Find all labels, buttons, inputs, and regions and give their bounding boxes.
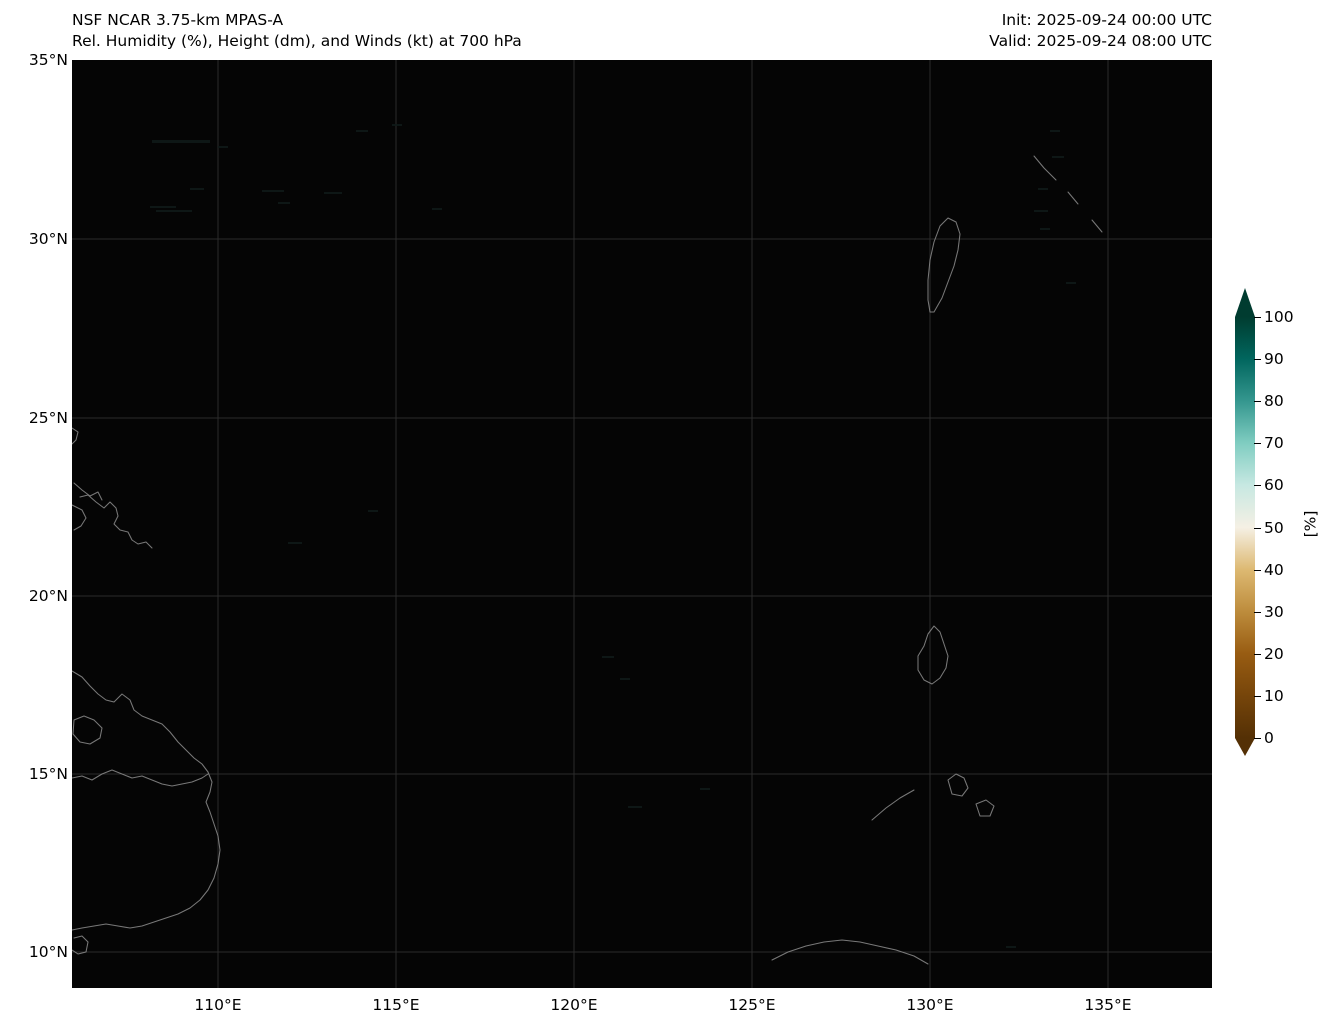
cbar-tick-label-20: 20 xyxy=(1264,645,1284,663)
cbar-tick-label-70: 70 xyxy=(1264,434,1284,452)
cbar-tick-label-30: 30 xyxy=(1264,603,1284,621)
cbar-tick-label-0: 0 xyxy=(1264,729,1274,747)
ytick-label-35N: 35°N xyxy=(28,51,68,69)
ytick-label-10N: 10°N xyxy=(28,943,68,961)
cbar-tick-label-90: 90 xyxy=(1264,350,1284,368)
field-description: Rel. Humidity (%), Height (dm), and Wind… xyxy=(72,32,522,50)
xtick-label-135E: 135°E xyxy=(1084,996,1132,1014)
init-time: Init: 2025-09-24 00:00 UTC xyxy=(1001,11,1212,29)
cbar-tick-mark-0 xyxy=(1254,738,1261,739)
cbar-tick-label-80: 80 xyxy=(1264,392,1284,410)
ytick-label-15N: 15°N xyxy=(28,765,68,783)
map-field-speckles xyxy=(150,124,1076,948)
map-plot-area[interactable] xyxy=(72,60,1212,988)
map-coastlines xyxy=(72,155,1103,965)
xtick-label-130E: 130°E xyxy=(906,996,954,1014)
header-model-info: NSF NCAR 3.75-km MPAS-A Rel. Humidity (%… xyxy=(72,10,522,52)
colorbar-extend-max-arrow xyxy=(1235,288,1255,317)
xtick-label-125E: 125°E xyxy=(728,996,776,1014)
cbar-tick-label-100: 100 xyxy=(1264,308,1294,326)
cbar-tick-mark-70 xyxy=(1254,443,1261,444)
cbar-tick-label-40: 40 xyxy=(1264,561,1284,579)
cbar-tick-mark-30 xyxy=(1254,612,1261,613)
cbar-tick-label-50: 50 xyxy=(1264,519,1284,537)
xtick-label-110E: 110°E xyxy=(194,996,242,1014)
colorbar-axis-label: [%] xyxy=(1301,510,1320,538)
cbar-tick-mark-60 xyxy=(1254,485,1261,486)
colorbar-gradient xyxy=(1235,288,1255,756)
colorbar-body xyxy=(1235,317,1255,738)
cbar-tick-mark-80 xyxy=(1254,401,1261,402)
ytick-label-30N: 30°N xyxy=(28,230,68,248)
cbar-tick-mark-40 xyxy=(1254,570,1261,571)
valid-time: Valid: 2025-09-24 08:00 UTC xyxy=(989,32,1212,50)
cbar-tick-mark-20 xyxy=(1254,654,1261,655)
colorbar[interactable] xyxy=(1234,288,1256,758)
map-gridlines xyxy=(72,60,1212,988)
cbar-tick-mark-100 xyxy=(1254,317,1261,318)
map-canvas xyxy=(72,60,1212,988)
cbar-tick-mark-10 xyxy=(1254,696,1261,697)
cbar-tick-mark-50 xyxy=(1254,528,1261,529)
cbar-tick-label-10: 10 xyxy=(1264,687,1284,705)
xtick-label-115E: 115°E xyxy=(372,996,420,1014)
model-title: NSF NCAR 3.75-km MPAS-A xyxy=(72,11,284,29)
ytick-label-20N: 20°N xyxy=(28,587,68,605)
cbar-tick-mark-90 xyxy=(1254,359,1261,360)
cbar-tick-label-60: 60 xyxy=(1264,476,1284,494)
xtick-label-120E: 120°E xyxy=(550,996,598,1014)
header-time-info: Init: 2025-09-24 00:00 UTC Valid: 2025-0… xyxy=(989,10,1212,52)
colorbar-extend-min-arrow xyxy=(1235,738,1255,756)
ytick-label-25N: 25°N xyxy=(28,409,68,427)
